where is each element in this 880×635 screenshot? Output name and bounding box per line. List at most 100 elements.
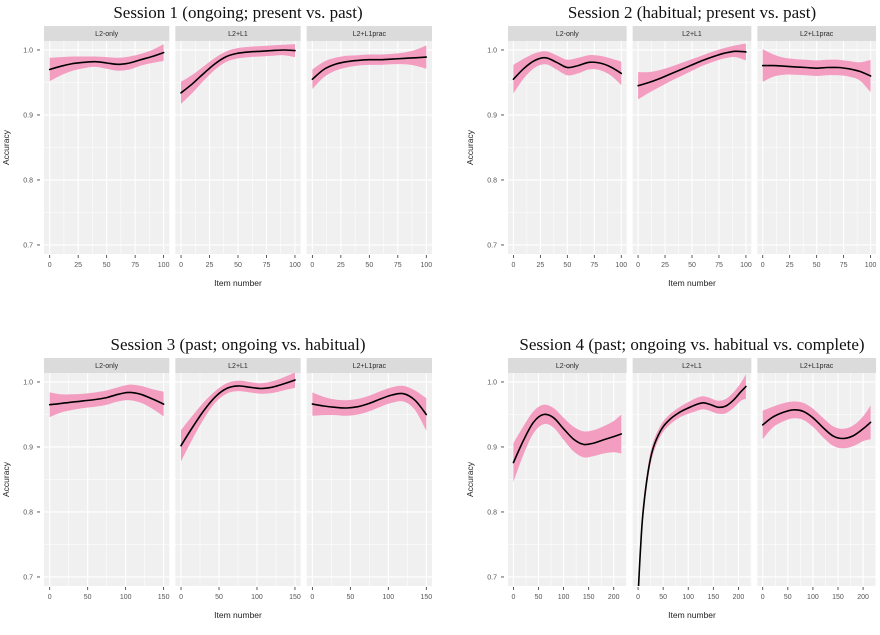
x-tick-label: 150 <box>832 594 844 601</box>
facet-data-layer <box>311 385 428 431</box>
x-tick-label: 75 <box>840 262 848 269</box>
x-axis-title: Item number <box>668 610 716 620</box>
facet-strip-label: L2+L1 <box>682 363 702 370</box>
facet-strip <box>508 358 627 373</box>
y-tick-label: 1.0 <box>487 379 497 386</box>
facet-strip-label: L2+L1 <box>228 31 248 38</box>
x-tick-label: 150 <box>289 594 301 601</box>
x-tick-label: 0 <box>636 262 640 269</box>
facet-data-layer <box>48 384 165 418</box>
facet-strip-label: L2-only <box>95 31 118 38</box>
x-tick-label: 0 <box>179 594 183 601</box>
chart-title: Session 1 (ongoing; present vs. past) <box>113 3 362 22</box>
facet-data-layer <box>180 44 296 104</box>
confidence-ribbon <box>312 45 427 89</box>
x-tick-label: 75 <box>394 262 402 269</box>
x-tick-label: 200 <box>608 594 620 601</box>
y-axis-title: Accuracy <box>465 129 475 165</box>
x-tick-label: 50 <box>103 262 111 269</box>
x-tick-label: 25 <box>536 262 544 269</box>
facet-strip-label: L2+L1 <box>228 363 248 370</box>
y-axis-title: Accuracy <box>1 461 11 497</box>
x-tick-label: 75 <box>590 262 598 269</box>
x-tick-label: 25 <box>74 262 82 269</box>
facet-strip <box>44 26 170 41</box>
smooth-line <box>512 413 623 464</box>
x-tick-label: 75 <box>715 262 723 269</box>
chart-svg: Session 1 (ongoing; present vs. past) L2-… <box>1 3 432 288</box>
x-tick-label: 50 <box>365 262 373 269</box>
x-tick-label: 100 <box>740 262 752 269</box>
session-3-chart: Session 3 (past; ongoing vs. habitual) L2… <box>0 332 436 635</box>
x-tick-label: 100 <box>558 594 570 601</box>
x-axis-title: Item number <box>668 278 716 288</box>
x-tick-label: 0 <box>636 594 640 601</box>
smooth-line <box>311 56 428 80</box>
x-tick-label: 50 <box>688 262 696 269</box>
facet-strip-label: L2+L1prac <box>353 363 387 370</box>
facet-strip-label: L2+L1prac <box>800 363 834 370</box>
x-tick-label: 0 <box>310 594 314 601</box>
x-tick-label: 200 <box>733 594 745 601</box>
x-tick-label: 100 <box>420 262 432 269</box>
confidence-ribbon <box>638 43 746 100</box>
x-tick-label: 100 <box>289 262 301 269</box>
x-tick-label: 100 <box>682 594 694 601</box>
y-tick-label: 0.9 <box>487 444 497 451</box>
y-tick-label: 0.7 <box>23 574 33 581</box>
facet-strip-label: L2-only <box>556 363 579 370</box>
confidence-ribbon <box>312 385 427 431</box>
facet-strip-label: L2+L1prac <box>353 31 387 38</box>
x-tick-label: 100 <box>807 594 819 601</box>
y-tick-label: 0.8 <box>23 177 33 184</box>
x-tick-label: 200 <box>857 594 869 601</box>
confidence-ribbon <box>638 374 746 586</box>
facet-strip <box>306 358 432 373</box>
facet-strip <box>632 26 752 41</box>
confidence-ribbon <box>762 401 871 449</box>
facet-strip <box>175 358 301 373</box>
facet-data-layer <box>311 45 428 89</box>
x-tick-label: 150 <box>583 594 595 601</box>
x-tick-label: 50 <box>234 262 242 269</box>
chart-title: Session 2 (habitual; present vs. past) <box>568 3 816 22</box>
y-tick-label: 0.7 <box>23 242 33 249</box>
x-tick-label: 50 <box>215 594 223 601</box>
session-2-chart: Session 2 (habitual; present vs. past) L2… <box>440 0 880 302</box>
x-tick-label: 100 <box>382 594 394 601</box>
y-tick-label: 0.8 <box>487 509 497 516</box>
x-axis-title: Item number <box>214 610 262 620</box>
facet-strip <box>175 26 301 41</box>
x-tick-label: 100 <box>865 262 877 269</box>
x-tick-label: 50 <box>346 594 354 601</box>
smooth-line <box>311 392 428 416</box>
chart-svg: Session 4 (past; ongoing vs. habitual vs… <box>465 335 876 620</box>
x-tick-label: 50 <box>813 262 821 269</box>
y-tick-label: 0.8 <box>487 177 497 184</box>
smooth-line <box>48 51 165 71</box>
x-tick-label: 0 <box>511 594 515 601</box>
x-tick-label: 0 <box>761 594 765 601</box>
smooth-line <box>180 379 296 447</box>
y-tick-label: 0.9 <box>487 112 497 119</box>
chart-svg: Session 2 (habitual; present vs. past) L2… <box>465 3 877 288</box>
y-tick-label: 0.7 <box>487 242 497 249</box>
smooth-line <box>761 409 872 440</box>
x-tick-label: 50 <box>84 594 92 601</box>
x-tick-label: 50 <box>563 262 571 269</box>
y-tick-label: 0.8 <box>23 509 33 516</box>
facet-data-layer <box>512 404 623 483</box>
x-tick-label: 0 <box>761 262 765 269</box>
facet-strip-label: L2+L1prac <box>800 31 834 38</box>
x-tick-label: 150 <box>420 594 432 601</box>
confidence-ribbon <box>181 373 295 462</box>
facet-data-layer <box>512 51 623 94</box>
x-tick-label: 100 <box>120 594 132 601</box>
x-tick-label: 75 <box>131 262 139 269</box>
facet-strip <box>757 26 876 41</box>
smooth-line <box>637 50 747 87</box>
x-tick-label: 50 <box>784 594 792 601</box>
facet-data-layer <box>761 401 872 449</box>
smooth-line <box>637 385 747 586</box>
